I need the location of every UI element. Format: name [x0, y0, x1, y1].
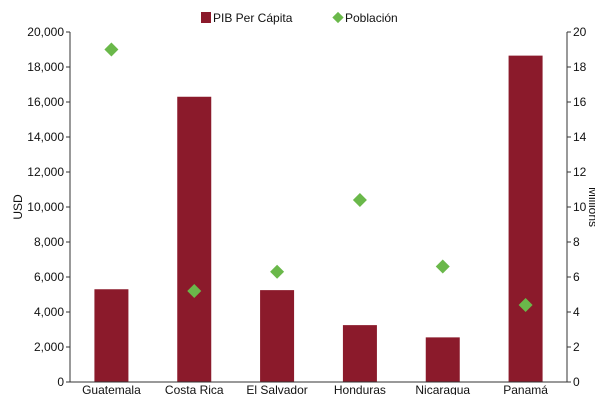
bar-pib	[342, 325, 377, 382]
left-tick-label: 10,000	[27, 200, 64, 214]
right-tick-label: 6	[573, 270, 580, 284]
bar-pib	[94, 289, 129, 382]
category-label: Costa Rica	[165, 383, 224, 395]
left-tick-label: 2,000	[34, 340, 64, 354]
right-tick-label: 16	[573, 95, 587, 109]
legend-swatch-poblacion	[332, 11, 344, 24]
category-label: Guatemala	[82, 383, 141, 395]
left-tick-label: 16,000	[27, 95, 64, 109]
bar-pib	[425, 337, 460, 382]
right-tick-label: 18	[573, 60, 587, 74]
category-label: Honduras	[334, 383, 386, 395]
bar-pib	[260, 290, 295, 382]
points-poblacion	[104, 42, 533, 312]
point-poblacion	[352, 193, 367, 207]
point-poblacion	[435, 259, 450, 274]
point-poblacion	[270, 264, 285, 279]
right-tick-label: 8	[573, 235, 580, 249]
y2-axis-title: Millions	[586, 187, 595, 227]
point-poblacion	[104, 42, 119, 57]
left-tick-label: 12,000	[27, 165, 64, 179]
x-axis: Guatemala Costa Rica El Salvador Honduras Ni…	[70, 381, 567, 395]
right-tick-label: 10	[573, 200, 587, 214]
point-poblacion	[187, 284, 202, 298]
right-tick-label: 4	[573, 305, 580, 319]
right-tick-label: 2	[573, 340, 580, 354]
right-tick-label: 14	[573, 130, 587, 144]
left-tick-label: 18,000	[27, 60, 64, 74]
left-tick-label: 14,000	[27, 130, 64, 144]
left-tick-label: 0	[57, 375, 64, 389]
left-axis: 0 2,000 4,000 6,000 8,000 10,000 12,000 14,000 1…	[27, 25, 71, 389]
left-tick-label: 20,000	[27, 25, 64, 39]
left-tick-label: 6,000	[34, 270, 64, 284]
legend-label-poblacion: Población	[345, 11, 398, 25]
y-axis-title: USD	[11, 194, 25, 220]
left-tick-label: 4,000	[34, 305, 64, 319]
right-axis: 0 2 4 6 8 10 12 14 16 18 20	[566, 25, 587, 389]
category-label: Panamá	[503, 383, 548, 395]
bar-pib	[177, 96, 212, 382]
category-label: El Salvador	[246, 383, 307, 395]
legend-label-pib: PIB Per Cápita	[213, 11, 293, 25]
bar-pib	[508, 55, 543, 382]
point-poblacion	[518, 298, 533, 312]
bars-pib	[94, 55, 543, 382]
right-tick-label: 20	[573, 25, 587, 39]
category-label: Nicaragua	[415, 383, 470, 395]
legend: PIB Per Cápita Población	[201, 11, 398, 25]
right-tick-label: 0	[573, 375, 580, 389]
right-tick-label: 12	[573, 165, 587, 179]
left-tick-label: 8,000	[34, 235, 64, 249]
legend-swatch-pib	[201, 12, 211, 23]
